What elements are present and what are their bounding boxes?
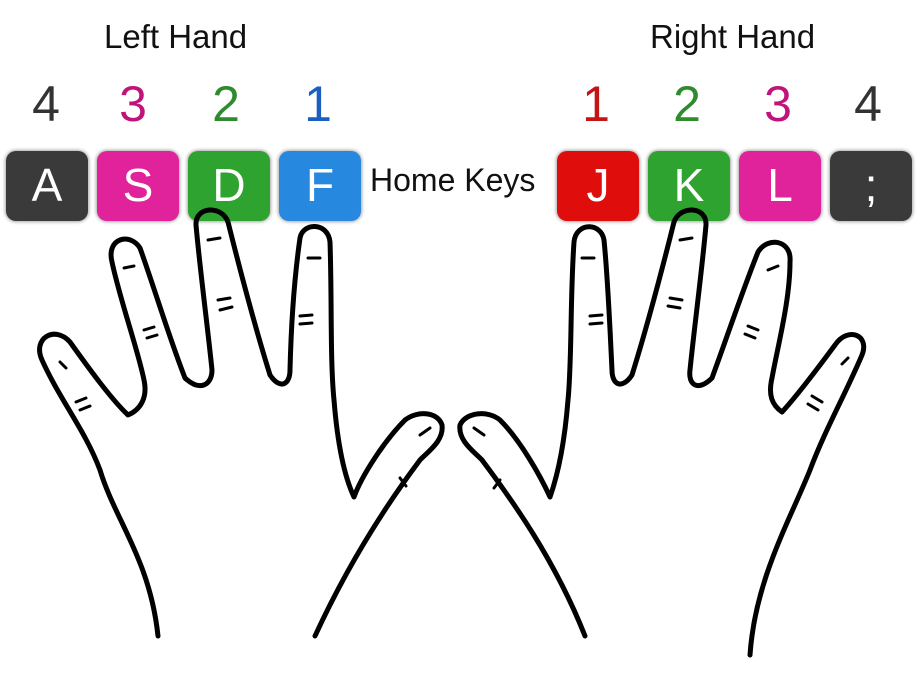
key-f[interactable]: F (279, 151, 361, 221)
key-s[interactable]: S (97, 151, 179, 221)
right-finger-number-index: 1 (582, 76, 610, 132)
left-finger-number-index: 1 (304, 76, 332, 132)
right-finger-number-pinky: 4 (854, 76, 882, 132)
key-j[interactable]: J (557, 151, 639, 221)
right-finger-number-ring: 3 (764, 76, 792, 132)
home-keys-label: Home Keys (370, 162, 536, 198)
key-d[interactable]: D (188, 151, 270, 221)
right-hand-outline (457, 207, 867, 658)
right-hand-title: Right Hand (650, 18, 816, 55)
left-hand-outline (37, 207, 445, 639)
left-hand-title: Left Hand (104, 18, 248, 55)
key-l[interactable]: L (739, 151, 821, 221)
left-finger-number-middle: 2 (212, 76, 240, 132)
key-semicolon[interactable]: ; (830, 151, 912, 221)
key-a[interactable]: A (6, 151, 88, 221)
right-finger-number-middle: 2 (673, 76, 701, 132)
left-finger-number-pinky: 4 (32, 76, 60, 132)
left-finger-number-ring: 3 (119, 76, 147, 132)
